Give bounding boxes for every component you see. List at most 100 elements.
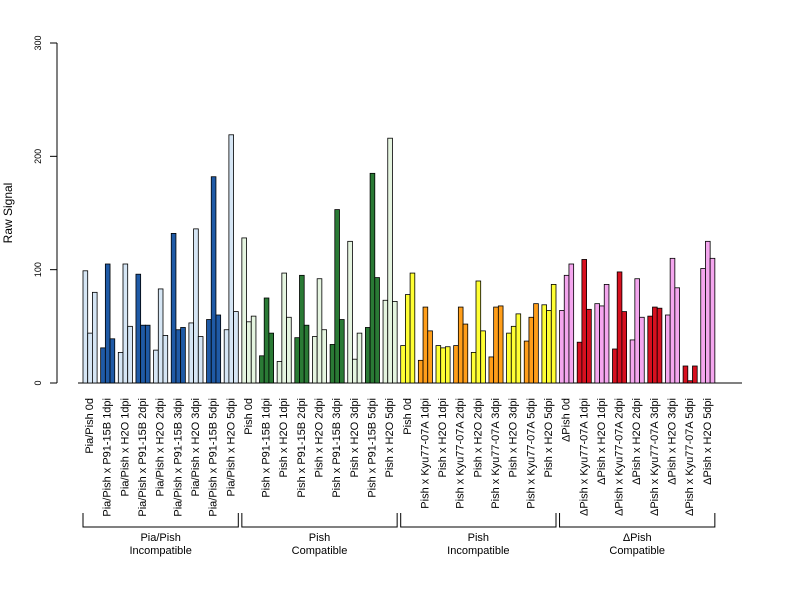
- bar: [563, 274, 570, 384]
- x-tick-label: Pish x H2O 2dpi: [314, 398, 326, 477]
- bar: [193, 228, 199, 384]
- bar: [356, 332, 363, 384]
- x-tick-label: ΔPish 0d: [561, 398, 573, 442]
- bar: [233, 311, 239, 384]
- bar: [497, 305, 504, 384]
- bar: [188, 322, 194, 384]
- bar: [546, 310, 552, 384]
- group-bracket: [82, 513, 239, 528]
- bar: [674, 287, 680, 384]
- x-tick-label: Pia/Pish x P91-15B 5dpi: [208, 398, 220, 517]
- x-tick-label: Pish x Kyu77-07A 3dpi: [490, 398, 502, 509]
- bar: [329, 344, 336, 384]
- bar: [576, 341, 583, 384]
- bar: [462, 323, 469, 384]
- bar: [170, 232, 177, 384]
- bar: [594, 303, 600, 384]
- y-tick-label: 200: [33, 149, 43, 164]
- bar: [197, 336, 204, 384]
- bar: [523, 340, 530, 384]
- x-tick-label: ΔPish x H2O 3dpi: [667, 398, 679, 485]
- bar: [700, 268, 706, 384]
- bar: [153, 349, 159, 384]
- bar: [215, 314, 222, 384]
- group-label: ΔPish: [623, 532, 652, 544]
- x-tick-label: Pish x H2O 5dpi: [384, 398, 396, 477]
- x-tick-labels: Pia/Pish 0d Pia/Pish x P91-15B 1dpi Pia/Pi…: [84, 398, 714, 517]
- group-bracket: [400, 513, 557, 528]
- bar: [127, 325, 133, 384]
- bar: [175, 329, 182, 384]
- bar: [510, 325, 517, 384]
- bar: [652, 306, 658, 384]
- bar: [639, 316, 645, 384]
- bar: [475, 280, 482, 384]
- bar: [303, 324, 310, 384]
- bar: [299, 274, 305, 384]
- bar: [581, 259, 588, 384]
- bar: [352, 358, 358, 384]
- group-label: Incompatible: [447, 545, 509, 557]
- bar: [268, 332, 274, 384]
- bar: [392, 300, 398, 384]
- bar: [316, 278, 323, 384]
- bar: [281, 272, 287, 384]
- x-tick-label: Pia/Pish x P91-15B 2dpi: [137, 398, 149, 517]
- bar: [444, 346, 451, 384]
- bar: [568, 263, 575, 384]
- bar: [621, 311, 628, 384]
- x-tick-label: Pish x H2O 1dpi: [437, 398, 449, 477]
- bar: [612, 348, 618, 384]
- x-tick-label: Pia/Pish x H2O 3dpi: [190, 398, 202, 496]
- bar: [603, 283, 610, 384]
- bar: [440, 347, 446, 384]
- bar: [533, 303, 539, 384]
- x-tick-label: Pish x H2O 5dpi: [543, 398, 555, 477]
- group-label: Incompatible: [129, 545, 191, 557]
- bar: [634, 278, 640, 384]
- x-tick-label: ΔPish x Kyu77-07A 3dpi: [649, 398, 661, 516]
- y-tick-label: 100: [33, 262, 43, 277]
- bar: [435, 345, 442, 384]
- group-bracket: [241, 513, 398, 528]
- bar: [339, 319, 345, 384]
- bar: [180, 327, 186, 384]
- bar: [294, 337, 300, 384]
- bar: [629, 339, 636, 384]
- bar: [162, 334, 169, 384]
- bar: [387, 137, 393, 384]
- bar: [364, 327, 371, 384]
- bar: [334, 209, 340, 384]
- group-label: Compatible: [609, 545, 665, 557]
- x-tick-label: Pish x H2O 3dpi: [508, 398, 520, 477]
- bar: [87, 332, 93, 384]
- bar: [223, 329, 230, 384]
- x-tick-label: Pish x P91-15B 2dpi: [296, 398, 308, 498]
- bar: [709, 257, 716, 384]
- bar: [692, 365, 698, 384]
- bar: [135, 273, 142, 384]
- x-tick-label: Pia/Pish x P91-15B 3dpi: [172, 398, 184, 517]
- bar: [206, 319, 212, 384]
- bar: [374, 277, 380, 384]
- bar: [559, 310, 565, 384]
- bar: [92, 291, 98, 384]
- x-tick-label: Pish x Kyu77-07A 2dpi: [455, 398, 467, 509]
- x-tick-label: Pish 0d: [243, 398, 255, 435]
- bar: [506, 332, 512, 384]
- bars: [82, 134, 716, 384]
- bar: [241, 237, 247, 384]
- bar: [493, 306, 499, 384]
- bar: [515, 313, 522, 384]
- bar: [586, 308, 592, 384]
- bar: [250, 315, 257, 384]
- bar: [276, 361, 283, 384]
- bar: [488, 356, 495, 384]
- bar: [647, 315, 653, 384]
- bar: [682, 365, 689, 384]
- bar: [228, 134, 234, 384]
- bar: [480, 330, 486, 384]
- bar: [687, 380, 693, 384]
- x-tick-label: Pia/Pish 0d: [84, 398, 96, 454]
- x-tick-label: Pia/Pish x P91-15B 1dpi: [102, 398, 114, 517]
